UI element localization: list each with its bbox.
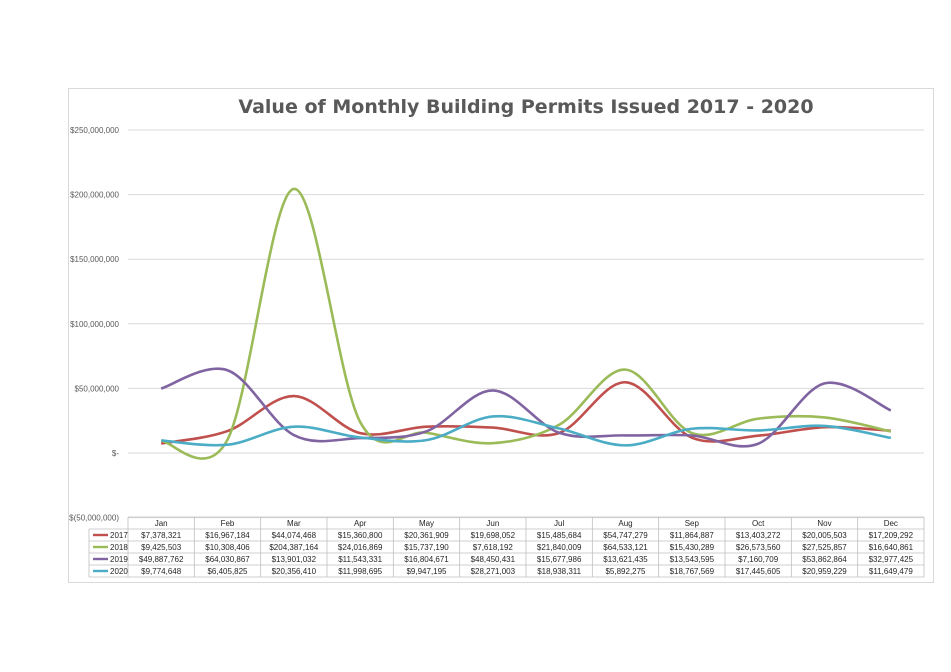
data-table: Jan Feb Mar Apr May Jun Jul Aug Sep Oct Nov Dec 2017… bbox=[88, 516, 925, 578]
x-tick-label: Aug bbox=[618, 519, 632, 528]
data-table-cell: $18,767,569 bbox=[670, 567, 715, 576]
data-table-cell: $19,698,052 bbox=[471, 531, 516, 540]
y-tick-label: $(50,000,000) bbox=[69, 514, 119, 523]
data-table-cell: $10,308,406 bbox=[205, 543, 250, 552]
series-line-2017 bbox=[160, 380, 891, 445]
data-table-cell: $13,901,032 bbox=[272, 555, 317, 564]
legend-label: 2019 bbox=[110, 555, 128, 564]
data-table-cell: $44,074,468 bbox=[272, 531, 317, 540]
data-table-cell: $64,030,867 bbox=[205, 555, 250, 564]
data-table-cell: $204,387,164 bbox=[269, 543, 318, 552]
y-tick-label: $200,000,000 bbox=[70, 191, 119, 200]
data-table-cell: $18,938,311 bbox=[537, 567, 581, 576]
y-tick-label: $50,000,000 bbox=[75, 384, 120, 393]
data-table-cell: $15,360,800 bbox=[338, 531, 383, 540]
data-table-cell: $17,209,292 bbox=[869, 531, 914, 540]
series-line-2019 bbox=[160, 367, 892, 448]
x-tick-label: Sep bbox=[685, 519, 700, 528]
data-table-cell: $15,485,684 bbox=[537, 531, 582, 540]
data-table-cell: $17,445,605 bbox=[736, 567, 781, 576]
data-table-cell: $16,640,861 bbox=[869, 543, 914, 552]
data-table-cell: $48,450,431 bbox=[471, 555, 516, 564]
legend-label: 2018 bbox=[110, 543, 128, 552]
data-table-cell: $21,840,009 bbox=[537, 543, 582, 552]
data-table-cell: $16,967,184 bbox=[205, 531, 250, 540]
x-tick-label: Mar bbox=[287, 519, 301, 528]
data-table-cell: $5,892,275 bbox=[605, 567, 646, 576]
y-tick-label: $150,000,000 bbox=[70, 255, 119, 264]
data-table-cell: $20,005,503 bbox=[802, 531, 847, 540]
data-table-cell: $6,405,825 bbox=[207, 567, 248, 576]
data-table-cell: $7,160,709 bbox=[738, 555, 779, 564]
y-axis-ticks: $250,000,000 $200,000,000 $150,000,000 $100… bbox=[69, 126, 119, 523]
data-table-cell: $13,543,595 bbox=[670, 555, 715, 564]
x-tick-label: Jul bbox=[554, 519, 564, 528]
data-table-cell: $9,425,503 bbox=[141, 543, 182, 552]
x-tick-label: Dec bbox=[884, 519, 898, 528]
x-tick-label: Apr bbox=[354, 519, 367, 528]
x-tick-label: Jan bbox=[155, 519, 168, 528]
series-line-2018 bbox=[160, 187, 892, 460]
data-table-cell: $9,774,648 bbox=[141, 567, 182, 576]
data-table-cell: $20,959,229 bbox=[802, 567, 847, 576]
data-table-cell: $13,403,272 bbox=[736, 531, 781, 540]
data-table-cell: $54,747,279 bbox=[603, 531, 648, 540]
data-table-cell: $53,862,864 bbox=[802, 555, 847, 564]
x-tick-label: Nov bbox=[817, 519, 831, 528]
y-tick-label: $- bbox=[112, 449, 119, 458]
y-tick-label: $250,000,000 bbox=[70, 126, 119, 135]
x-tick-label: Jun bbox=[486, 519, 499, 528]
data-table-cell: $7,618,192 bbox=[473, 543, 514, 552]
series-line-2020 bbox=[161, 414, 892, 447]
data-table-cell: $20,361,909 bbox=[404, 531, 449, 540]
data-table-cell: $15,737,190 bbox=[404, 543, 449, 552]
data-table-cell: $15,677,986 bbox=[537, 555, 582, 564]
data-table-cell: $9,947,195 bbox=[406, 567, 447, 576]
y-tick-label: $100,000,000 bbox=[70, 320, 119, 329]
data-table-cell: $11,864,887 bbox=[670, 531, 714, 540]
data-table-cell: $15,430,289 bbox=[670, 543, 715, 552]
legend-label: 2017 bbox=[110, 531, 128, 540]
data-table-cell: $26,573,560 bbox=[736, 543, 781, 552]
data-table-cell: $16,804,671 bbox=[404, 555, 449, 564]
data-table-cell: $7,378,321 bbox=[141, 531, 182, 540]
data-table-cell: $11,543,331 bbox=[338, 555, 382, 564]
legend-label: 2020 bbox=[110, 567, 128, 576]
x-tick-label: May bbox=[419, 519, 434, 528]
data-table-cell: $13,621,435 bbox=[603, 555, 648, 564]
gridlines bbox=[128, 129, 924, 519]
chart-title: Value of Monthly Building Permits Issued… bbox=[238, 96, 814, 118]
data-table-cell: $64,533,121 bbox=[603, 543, 648, 552]
series-lines bbox=[160, 187, 892, 460]
x-tick-label: Feb bbox=[221, 519, 235, 528]
data-table-cell: $49,887,762 bbox=[139, 555, 184, 564]
data-table-cell: $20,356,410 bbox=[272, 567, 317, 576]
x-tick-label: Oct bbox=[752, 519, 765, 528]
data-table-cell: $27,525,857 bbox=[802, 543, 847, 552]
data-table-cell: $11,649,479 bbox=[869, 567, 913, 576]
data-table-cell: $28,271,003 bbox=[471, 567, 516, 576]
data-table-cell: $32,977,425 bbox=[869, 555, 914, 564]
data-table-cell: $24,016,869 bbox=[338, 543, 383, 552]
data-table-cell: $11,998,695 bbox=[338, 567, 382, 576]
chart-frame bbox=[68, 88, 934, 583]
